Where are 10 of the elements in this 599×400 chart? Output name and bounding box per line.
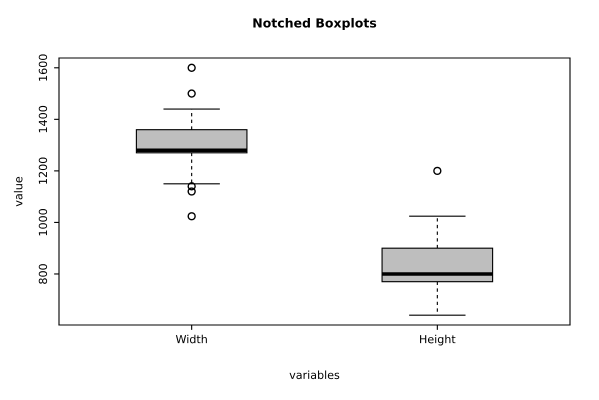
y-tick-label: 1600 <box>38 54 48 81</box>
y-tick-label: 800 <box>38 264 48 284</box>
y-axis-title: value <box>14 176 22 206</box>
x-tick-label: Height <box>420 334 456 346</box>
y-tick-label: 1000 <box>38 209 48 236</box>
chart-title: Notched Boxplots <box>253 18 376 30</box>
y-tick-label: 1200 <box>38 157 48 184</box>
y-tick-label: 1400 <box>38 106 48 132</box>
x-tick-label: Width <box>176 334 207 344</box>
x-axis-title: variables <box>290 370 340 380</box>
